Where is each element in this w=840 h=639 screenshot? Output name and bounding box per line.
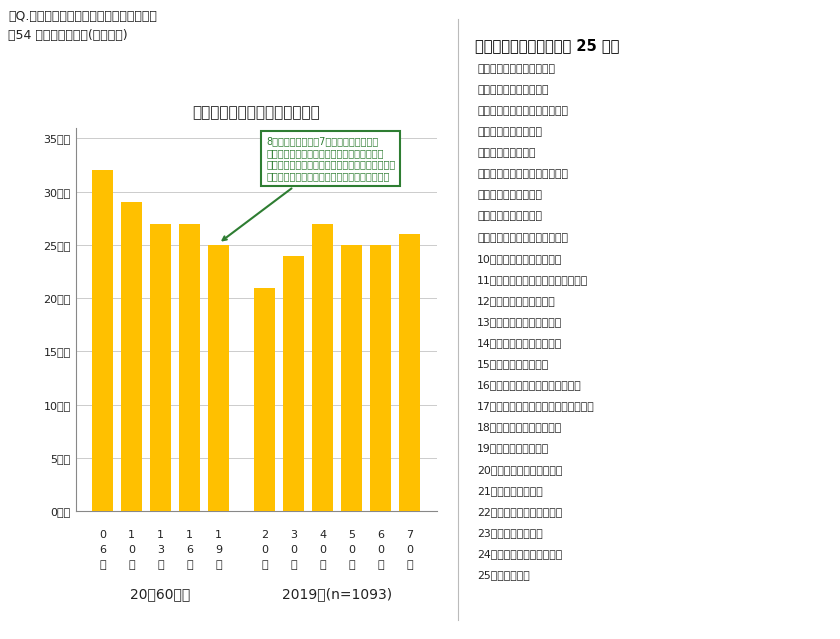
Text: ８位　：トイレの掃除: ８位 ：トイレの掃除: [477, 212, 542, 222]
Text: 2: 2: [261, 530, 269, 541]
Text: 19位　：シーツの交換: 19位 ：シーツの交換: [477, 443, 549, 454]
Text: 代: 代: [291, 560, 297, 570]
Text: 23位　：玄関の掃除: 23位 ：玄関の掃除: [477, 528, 543, 538]
Text: 15位　：洗面所の掃除: 15位 ：洗面所の掃除: [477, 359, 549, 369]
Text: 0: 0: [349, 545, 355, 555]
Text: 21位　：浴室の掃除: 21位 ：浴室の掃除: [477, 486, 543, 496]
Text: 代: 代: [378, 560, 384, 570]
Text: １位　：平日の夕食の用意: １位 ：平日の夕食の用意: [477, 64, 555, 74]
Text: 0: 0: [377, 545, 385, 555]
Bar: [92, 171, 113, 511]
Text: 3: 3: [157, 545, 164, 555]
Text: 1: 1: [186, 530, 193, 541]
Bar: [150, 224, 171, 511]
Text: ８割以上の回答があった 25 項目: ８割以上の回答があった 25 項目: [475, 38, 619, 53]
Text: 代: 代: [261, 560, 268, 570]
Text: 年: 年: [157, 560, 164, 570]
Text: ６位　：リビング・居間の掃除: ６位 ：リビング・居間の掃除: [477, 169, 568, 180]
Text: 8割未満に減少した7項目：「棚や台の上
の掃除」「布団干し」「預貯金・投資・ロー
ンの管理」「水ぶきの床掃除・雑巾かけ」「ゴミ
を出す」「アイロンかけ」「花や置: 8割未満に減少した7項目：「棚や台の上 の掃除」「布団干し」「預貯金・投資・ロー…: [223, 136, 396, 240]
Text: 6: 6: [99, 545, 106, 555]
Text: 年: 年: [186, 560, 193, 570]
Text: 4: 4: [319, 530, 327, 541]
Bar: [255, 288, 276, 511]
Text: 年: 年: [215, 560, 222, 570]
Text: 代: 代: [319, 560, 326, 570]
Text: 0: 0: [291, 545, 297, 555]
Text: 代: 代: [349, 560, 355, 570]
Bar: [121, 203, 142, 511]
Text: 2019年(n=1093): 2019年(n=1093): [282, 587, 392, 601]
Text: 「Q.あなたご自身が行っている家事は？」: 「Q.あなたご自身が行っている家事は？」: [8, 10, 157, 22]
Bar: [208, 245, 229, 511]
Text: 54 の選択肢を提示(複数回答): 54 の選択肢を提示(複数回答): [8, 29, 128, 42]
Text: 0: 0: [261, 545, 269, 555]
Text: 14位　：寝室・個室の掃除: 14位 ：寝室・個室の掃除: [477, 338, 562, 348]
Text: 12位　：片づけ・しまう: 12位 ：片づけ・しまう: [477, 296, 556, 306]
Text: 0: 0: [319, 545, 327, 555]
Text: 代: 代: [407, 560, 413, 570]
Text: ５位　：食材の買物: ５位 ：食材の買物: [477, 148, 536, 158]
Text: 11位　：食器洗い・食事の後片づけ: 11位 ：食器洗い・食事の後片づけ: [477, 275, 588, 285]
Text: 5: 5: [349, 530, 355, 541]
Text: ３位　：キッチン・台所の掃除: ３位 ：キッチン・台所の掃除: [477, 106, 568, 116]
Text: ４位　：洗濯物を干す: ４位 ：洗濯物を干す: [477, 127, 542, 137]
Text: 22位　：休日の朝食の用意: 22位 ：休日の朝食の用意: [477, 507, 562, 517]
Text: 1: 1: [215, 530, 222, 541]
Text: 9: 9: [215, 545, 222, 555]
Text: 16位　：ダイニング・食堂の掃除: 16位 ：ダイニング・食堂の掃除: [477, 380, 582, 390]
Text: 18位　：掃除機での床掃除: 18位 ：掃除機での床掃除: [477, 422, 562, 433]
Text: 6: 6: [186, 545, 193, 555]
Text: 0: 0: [99, 530, 106, 541]
Text: 24位　：休日の昼食の用意: 24位 ：休日の昼食の用意: [477, 549, 562, 559]
Text: 25位　：衣がえ: 25位 ：衣がえ: [477, 570, 530, 580]
Text: ７位　：洗濯物を畳む: ７位 ：洗濯物を畳む: [477, 190, 542, 201]
Text: 1: 1: [157, 530, 164, 541]
Title: ８割以上の回答があった項目数: ８割以上の回答があった項目数: [192, 105, 320, 119]
Text: 7: 7: [407, 530, 413, 541]
Text: ２位　：洗濯機での洗濯: ２位 ：洗濯機での洗濯: [477, 85, 549, 95]
Text: 17位　：ゴミの分別・資源ゴミの保管: 17位 ：ゴミの分別・資源ゴミの保管: [477, 401, 595, 412]
Text: 3: 3: [291, 530, 297, 541]
Text: 10位　：洗濯物を取り込む: 10位 ：洗濯物を取り込む: [477, 254, 563, 264]
Text: 1: 1: [128, 530, 135, 541]
Text: 6: 6: [377, 530, 385, 541]
Text: 年: 年: [99, 560, 106, 570]
Text: 13位　：休日の夕食の用意: 13位 ：休日の夕食の用意: [477, 317, 562, 327]
Bar: [283, 256, 304, 511]
Text: 年: 年: [129, 560, 134, 570]
Text: 20～60代計: 20～60代計: [130, 587, 191, 601]
Bar: [312, 224, 333, 511]
Text: ９位　：メニューを考えること: ９位 ：メニューを考えること: [477, 233, 568, 243]
Text: 0: 0: [407, 545, 413, 555]
Text: 0: 0: [128, 545, 135, 555]
Bar: [370, 245, 391, 511]
Bar: [400, 235, 420, 511]
Text: 20位　：平日の朝食の用意: 20位 ：平日の朝食の用意: [477, 465, 563, 475]
Bar: [342, 245, 362, 511]
Bar: [179, 224, 200, 511]
